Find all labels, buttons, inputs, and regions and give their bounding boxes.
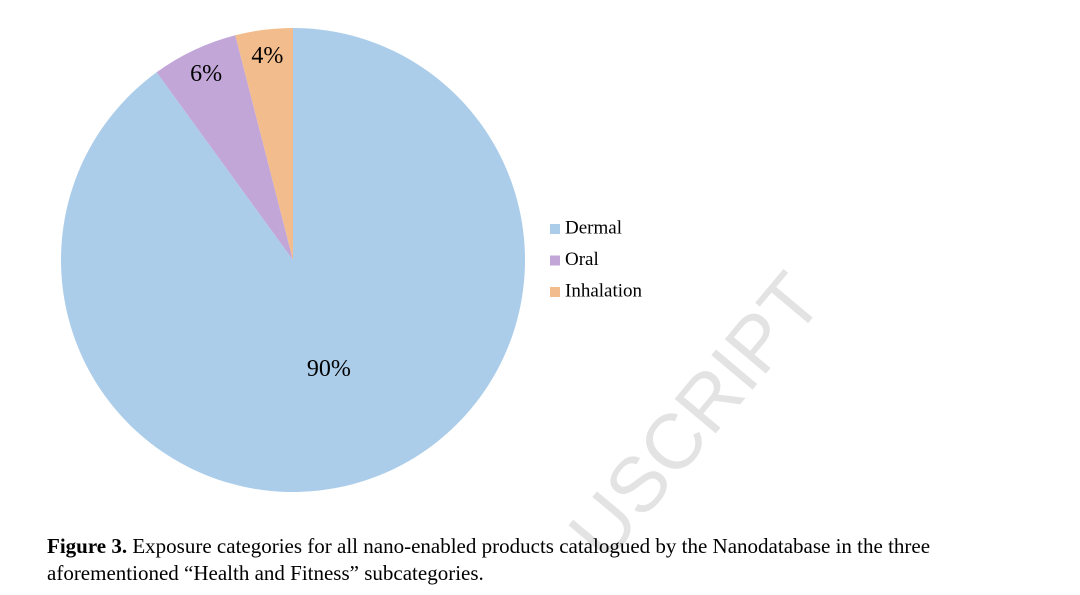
pie-slice (235, 28, 293, 260)
caption-label: Figure 3. (47, 534, 128, 558)
legend-label: Inhalation (565, 280, 643, 301)
data-label: 90% (307, 356, 351, 382)
pie-slice (156, 35, 293, 260)
legend-swatch (550, 287, 560, 297)
legend-swatch (550, 224, 560, 234)
legend-label: Dermal (565, 217, 622, 238)
watermark: USCRIPT (551, 256, 838, 575)
pie-slice (60, 28, 525, 492)
data-label: 4% (251, 43, 283, 69)
caption-text: Exposure categories for all nano-enabled… (47, 534, 931, 585)
caption: Figure 3. Exposure categories for all na… (47, 533, 1057, 587)
legend-swatch (550, 255, 560, 266)
legend-label: Oral (565, 249, 599, 270)
data-label: 6% (190, 61, 222, 87)
